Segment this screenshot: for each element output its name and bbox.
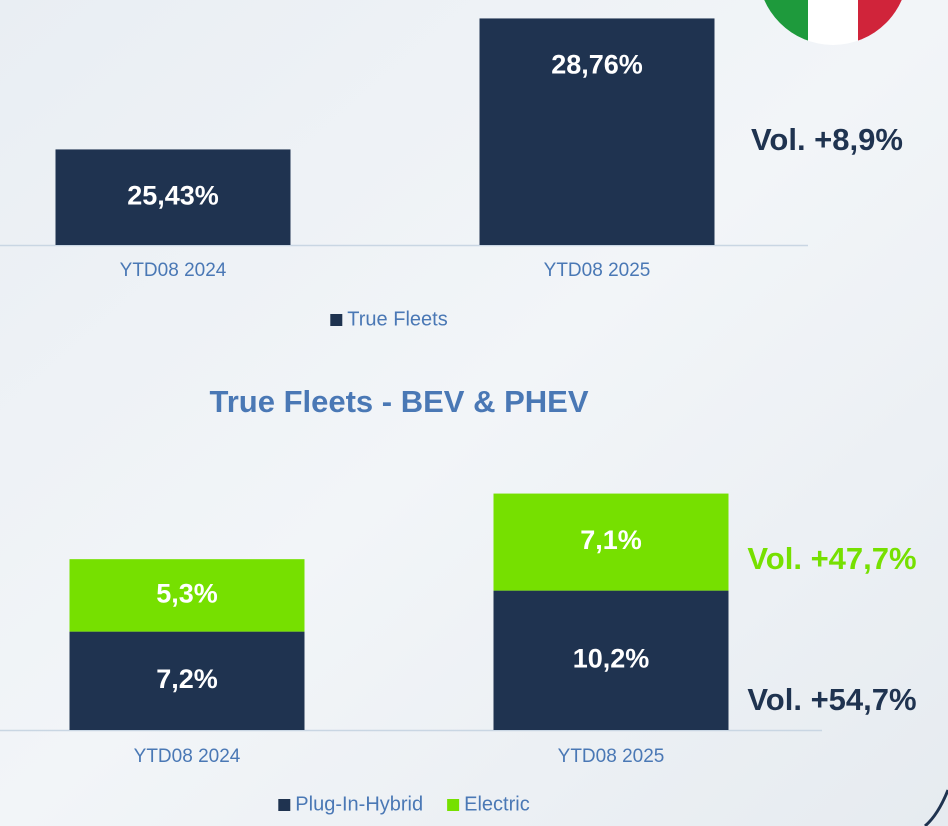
legend-label: True Fleets	[347, 308, 447, 330]
legend-swatch	[330, 314, 343, 326]
decoration	[924, 789, 948, 826]
legend-label: Electric	[464, 793, 530, 815]
bar	[55, 149, 291, 245]
x-tick-label: YTD08 2024	[120, 260, 227, 281]
bar	[493, 493, 729, 591]
annotation: Vol. +47,7%	[747, 541, 916, 576]
bar	[69, 631, 305, 730]
data-label: 28,76%	[551, 50, 643, 80]
data-label: 10,2%	[573, 643, 650, 673]
bar	[479, 18, 715, 245]
bar	[493, 590, 729, 730]
x-tick-label: YTD08 2025	[558, 746, 665, 767]
legend-swatch	[278, 799, 291, 811]
bar	[69, 559, 305, 632]
x-tick-label: YTD08 2025	[544, 260, 651, 281]
x-tick-label: YTD08 2024	[134, 746, 241, 767]
data-label: 5,3%	[156, 579, 218, 609]
legend-label: Plug-In-Hybrid	[295, 793, 423, 815]
annotation: Vol. +8,9%	[751, 122, 903, 157]
data-label: 7,1%	[580, 525, 642, 555]
chart-title: True Fleets - BEV & PHEV	[210, 384, 589, 419]
legend-swatch	[447, 799, 460, 811]
data-label: 7,2%	[156, 664, 218, 694]
data-label: 25,43%	[127, 180, 219, 210]
annotation: Vol. +54,7%	[747, 682, 916, 717]
